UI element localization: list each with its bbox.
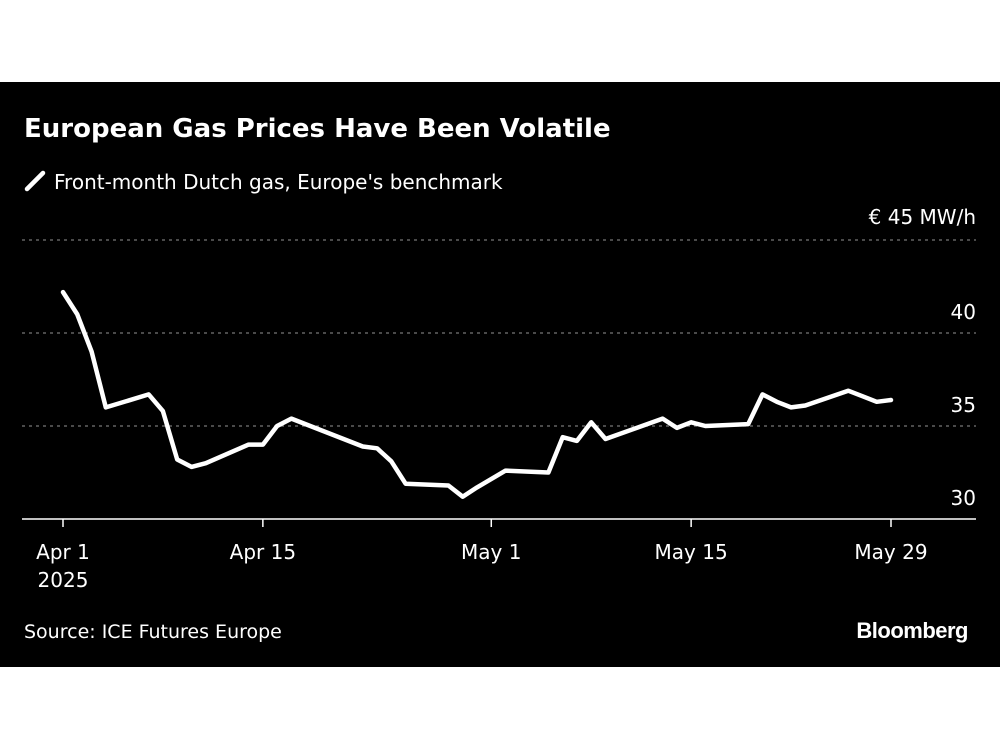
legend: Front-month Dutch gas, Europe's benchmar… xyxy=(24,170,503,194)
bloomberg-logo: Bloomberg xyxy=(856,618,968,643)
y-tick-label-40: 40 xyxy=(951,300,976,324)
grid-layer xyxy=(22,239,976,520)
x-tick-label-2: May 1 xyxy=(461,540,521,564)
x-tick-label-3: May 15 xyxy=(655,540,728,564)
chart-title: European Gas Prices Have Been Volatile xyxy=(24,114,611,144)
y-tick-label-30: 30 xyxy=(951,486,976,510)
x-axis: Apr 1 2025 Apr 15 May 1 May 15 May 29 xyxy=(36,519,928,592)
source-note: Source: ICE Futures Europe xyxy=(24,621,282,643)
chart-panel xyxy=(0,82,1000,667)
series-layer xyxy=(60,289,894,499)
y-axis: 30 35 40 xyxy=(951,300,976,510)
x-tick-label-1: Apr 15 xyxy=(230,540,296,564)
y-axis-unit-label: € 45 MW/h xyxy=(868,205,976,229)
legend-label: Front-month Dutch gas, Europe's benchmar… xyxy=(54,170,503,194)
x-tick-label-0: Apr 1 xyxy=(36,540,90,564)
x-tick-label-4: May 29 xyxy=(854,540,927,564)
diagonal-line-icon xyxy=(24,170,46,192)
x-tick-sublabel-0: 2025 xyxy=(38,568,89,592)
series-line-0 xyxy=(60,289,894,499)
y-tick-label-35: 35 xyxy=(951,393,976,417)
